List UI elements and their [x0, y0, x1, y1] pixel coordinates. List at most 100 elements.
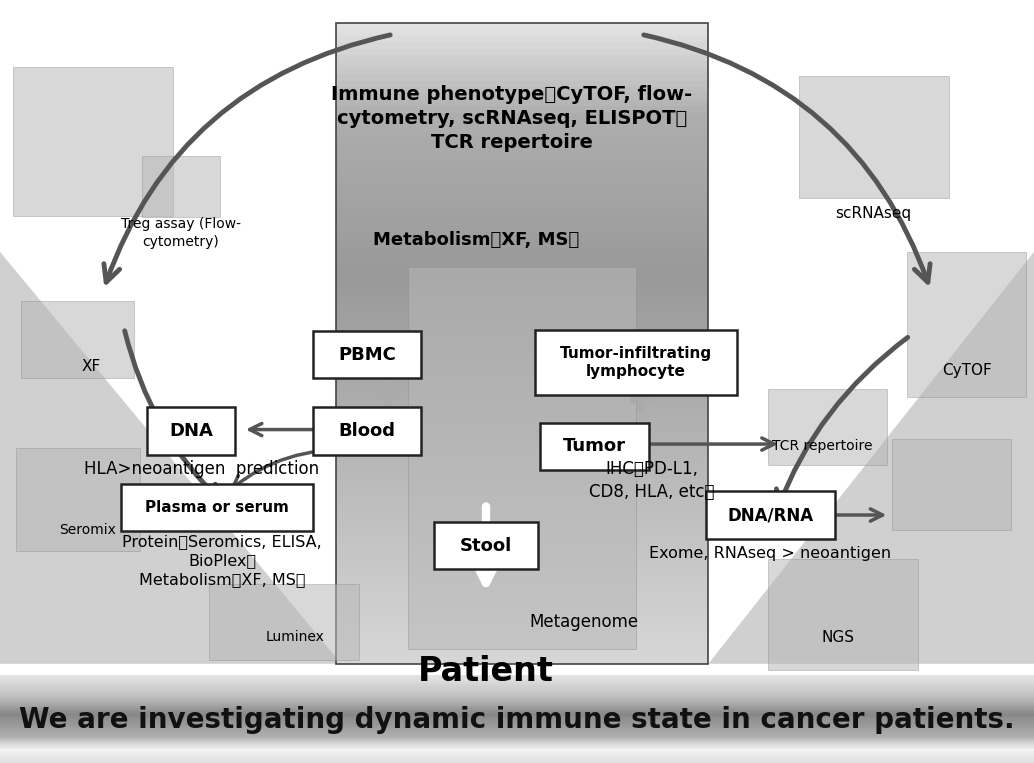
- Bar: [0, 688, 1034, 690]
- Bar: [336, 491, 708, 497]
- FancyBboxPatch shape: [147, 407, 235, 455]
- Bar: [336, 459, 708, 465]
- Bar: [336, 587, 708, 594]
- Bar: [336, 189, 708, 196]
- Bar: [336, 427, 708, 433]
- Bar: [336, 106, 708, 113]
- Bar: [0, 739, 1034, 740]
- Bar: [0, 695, 1034, 696]
- Bar: [336, 221, 708, 228]
- Bar: [798, 76, 949, 198]
- Bar: [0, 753, 1034, 754]
- Bar: [336, 504, 708, 510]
- Bar: [0, 700, 1034, 702]
- Bar: [336, 196, 708, 202]
- Bar: [336, 228, 708, 234]
- Text: TCR repertoire: TCR repertoire: [771, 439, 873, 453]
- Bar: [0, 742, 1034, 743]
- Bar: [336, 542, 708, 549]
- Bar: [336, 645, 708, 651]
- Bar: [336, 574, 708, 581]
- Bar: [0, 698, 1034, 700]
- Bar: [336, 600, 708, 606]
- Text: Metagenome: Metagenome: [529, 613, 639, 631]
- Bar: [336, 594, 708, 600]
- Bar: [336, 170, 708, 177]
- Bar: [336, 497, 708, 504]
- Bar: [336, 324, 708, 330]
- Bar: [0, 745, 1034, 746]
- Bar: [336, 305, 708, 311]
- Bar: [0, 736, 1034, 737]
- Bar: [21, 301, 134, 378]
- Bar: [336, 138, 708, 145]
- Bar: [0, 729, 1034, 730]
- Bar: [336, 388, 708, 394]
- Bar: [0, 728, 1034, 729]
- Text: Protein（Seromics, ELISA,
BioPlex）
Metabolism（XF, MS）: Protein（Seromics, ELISA, BioPlex） Metabo…: [122, 534, 323, 588]
- Bar: [336, 452, 708, 459]
- Bar: [16, 448, 140, 551]
- Bar: [336, 81, 708, 87]
- Bar: [336, 177, 708, 183]
- Polygon shape: [708, 252, 1034, 664]
- Bar: [336, 157, 708, 164]
- Bar: [0, 720, 1034, 721]
- Bar: [336, 87, 708, 93]
- Bar: [0, 697, 1034, 698]
- Bar: [0, 685, 1034, 686]
- Bar: [0, 684, 1034, 685]
- Bar: [336, 375, 708, 382]
- FancyBboxPatch shape: [536, 330, 736, 395]
- Bar: [336, 202, 708, 209]
- Bar: [0, 749, 1034, 750]
- Text: We are investigating dynamic immune state in cancer patients.: We are investigating dynamic immune stat…: [20, 706, 1014, 733]
- Bar: [0, 713, 1034, 715]
- Bar: [336, 485, 708, 491]
- Bar: [0, 721, 1034, 723]
- Bar: [0, 761, 1034, 762]
- Bar: [0, 676, 1034, 678]
- Bar: [336, 234, 708, 241]
- Bar: [408, 267, 636, 649]
- Bar: [336, 394, 708, 401]
- Bar: [336, 36, 708, 42]
- Bar: [0, 710, 1034, 711]
- Bar: [336, 562, 708, 568]
- Text: PBMC: PBMC: [338, 346, 396, 364]
- Text: Plasma or serum: Plasma or serum: [145, 500, 290, 515]
- Bar: [336, 362, 708, 369]
- Bar: [0, 686, 1034, 687]
- Bar: [0, 693, 1034, 694]
- Text: DNA/RNA: DNA/RNA: [727, 506, 814, 524]
- Text: scRNAseq: scRNAseq: [835, 206, 912, 221]
- Bar: [0, 741, 1034, 742]
- Text: NGS: NGS: [821, 629, 854, 645]
- Bar: [0, 751, 1034, 752]
- Text: IHC（PD-L1,
CD8, HLA, etc）: IHC（PD-L1, CD8, HLA, etc）: [588, 460, 714, 501]
- Bar: [0, 716, 1034, 717]
- Text: Stool: Stool: [460, 536, 512, 555]
- Bar: [0, 743, 1034, 745]
- Bar: [336, 638, 708, 645]
- Bar: [336, 279, 708, 285]
- Bar: [336, 632, 708, 638]
- Text: Metabolism（XF, MS）: Metabolism（XF, MS）: [372, 231, 579, 250]
- FancyBboxPatch shape: [122, 484, 312, 531]
- Bar: [0, 725, 1034, 726]
- Bar: [336, 68, 708, 74]
- Bar: [0, 680, 1034, 681]
- Bar: [0, 683, 1034, 684]
- Bar: [336, 369, 708, 375]
- Bar: [336, 626, 708, 632]
- Bar: [0, 702, 1034, 703]
- FancyBboxPatch shape: [434, 522, 538, 569]
- Bar: [0, 752, 1034, 753]
- Bar: [336, 536, 708, 542]
- Bar: [0, 738, 1034, 739]
- Bar: [336, 517, 708, 523]
- Bar: [336, 209, 708, 215]
- Text: XF: XF: [82, 359, 100, 374]
- Bar: [0, 690, 1034, 691]
- Bar: [336, 317, 708, 324]
